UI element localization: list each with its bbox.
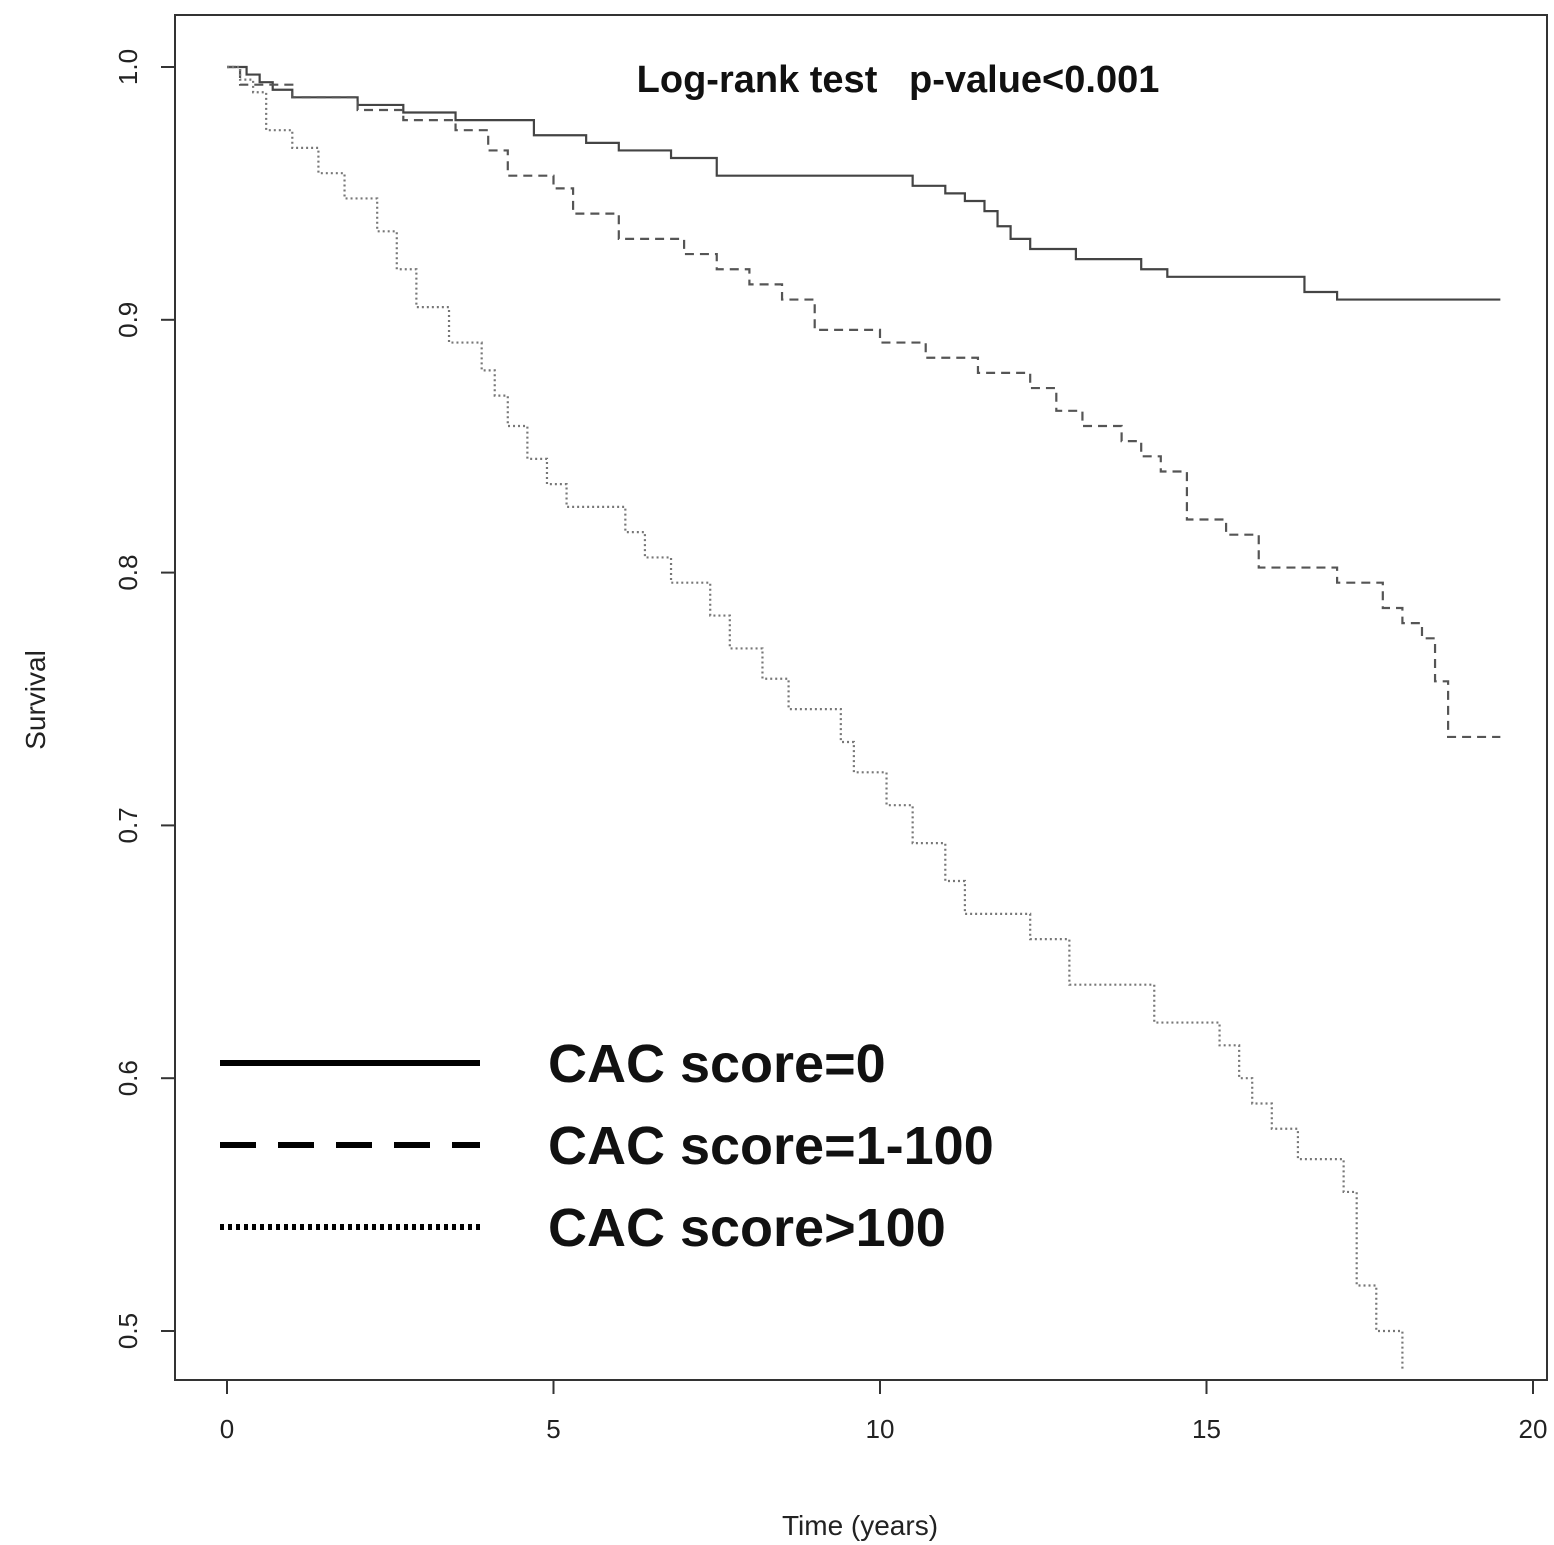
series-line-1 xyxy=(227,65,1501,301)
x-axis: 0 5 10 15 20 xyxy=(220,1380,1548,1444)
series-line-2 xyxy=(227,65,1501,739)
y-tick-label: 1.0 xyxy=(113,49,143,85)
y-tick-label: 0.5 xyxy=(113,1313,143,1349)
x-tick-label: 15 xyxy=(1192,1414,1221,1444)
x-tick-label: 10 xyxy=(866,1414,895,1444)
x-tick-label: 20 xyxy=(1519,1414,1548,1444)
x-axis-title: Time (years) xyxy=(782,1510,938,1541)
y-tick-label: 0.7 xyxy=(113,807,143,843)
y-tick-label: 0.8 xyxy=(113,555,143,591)
plot-frame xyxy=(174,14,1548,1381)
x-tick-label: 5 xyxy=(546,1414,560,1444)
annotation-logrank: Log-rank test p-value<0.001 xyxy=(637,59,1160,101)
series-line-3 xyxy=(227,65,1404,1369)
legend-label-2: CAC score=1-100 xyxy=(548,1116,994,1176)
x-tick-label: 0 xyxy=(220,1414,234,1444)
y-tick-label: 0.6 xyxy=(113,1060,143,1096)
legend-label-1: CAC score=0 xyxy=(548,1034,886,1094)
legend-label-3: CAC score>100 xyxy=(548,1198,946,1258)
y-axis: 0.5 0.6 0.7 0.8 0.9 1.0 xyxy=(113,49,175,1349)
y-tick-label: 0.9 xyxy=(113,302,143,338)
legend: CAC score=0 CAC score=1-100 CAC score>100 xyxy=(220,1034,994,1258)
series-layer xyxy=(227,65,1501,1369)
y-axis-title: Survival xyxy=(20,650,51,750)
